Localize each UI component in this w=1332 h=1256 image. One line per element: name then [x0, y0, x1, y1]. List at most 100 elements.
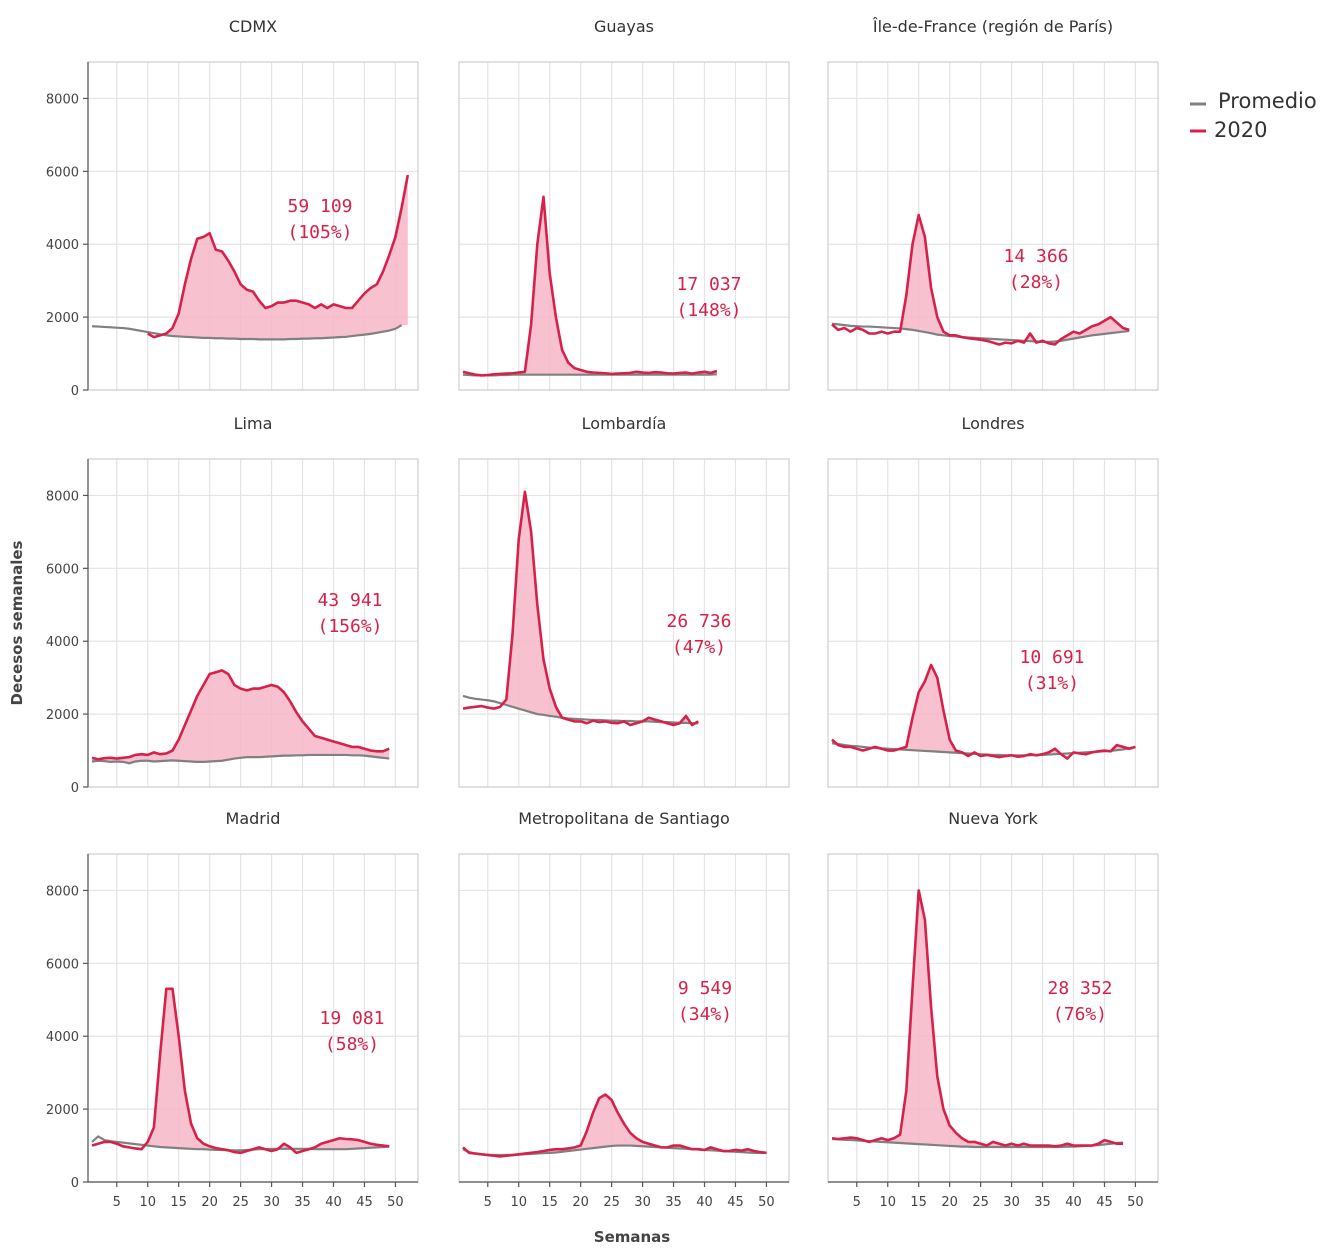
y-tick-label: 4000 [46, 238, 79, 253]
x-tick-label: 10 [510, 1195, 527, 1210]
panel-title: Madrid [226, 809, 281, 828]
x-tick-label: 15 [170, 1195, 187, 1210]
x-tick-label: 45 [727, 1195, 744, 1210]
excess-annotation: (76%) [1053, 1004, 1107, 1025]
x-tick-label: 10 [879, 1195, 896, 1210]
panel-6: 0 2000 4000 6000 8000 5 10 15 20 25 30 35 40 45 50 Madr… [46, 809, 419, 1210]
x-tick-label: 45 [356, 1195, 373, 1210]
x-tick-label: 30 [634, 1195, 651, 1210]
x-tick-label: 35 [1034, 1195, 1051, 1210]
x-tick-label: 40 [696, 1195, 713, 1210]
series-2020-line [831, 213, 1130, 346]
excess-annotation: 28 352 [1047, 978, 1112, 999]
y-tick-label: 6000 [46, 562, 79, 577]
series-promedio-line [91, 1135, 390, 1152]
x-tick-label: 40 [1065, 1195, 1082, 1210]
x-tick-label: 10 [139, 1195, 156, 1210]
x-tick-label: 30 [263, 1195, 280, 1210]
excess-annotation: 14 366 [1003, 246, 1068, 267]
x-tick-label: 20 [201, 1195, 218, 1210]
panel-title: Lima [234, 414, 273, 433]
x-tick-label: 30 [1003, 1195, 1020, 1210]
legend-label-promedio: Promedio [1218, 89, 1317, 113]
y-tick-label: 8000 [46, 92, 79, 107]
excess-area [92, 988, 390, 1151]
y-tick-label: 0 [71, 781, 79, 796]
y-tick-label: 8000 [46, 884, 79, 899]
panel-8: 5 10 15 20 25 30 35 40 45 50 Nueva York 28 352 (76%) [827, 809, 1159, 1210]
excess-area [463, 491, 699, 724]
excess-area [463, 1094, 767, 1156]
excess-annotation: (148%) [676, 300, 741, 321]
x-tick-label: 35 [294, 1195, 311, 1210]
series-2020-line [91, 987, 390, 1155]
excess-annotation: 10 691 [1019, 647, 1084, 668]
x-tick-label: 25 [232, 1195, 249, 1210]
excess-area [832, 215, 1130, 342]
x-tick-label: 20 [572, 1195, 589, 1210]
series-2020-line [462, 1093, 767, 1158]
excess-annotation: 43 941 [317, 590, 382, 611]
y-tick-label: 6000 [46, 165, 79, 180]
x-tick-label: 50 [387, 1195, 404, 1210]
panel-5: Londres 10 691 (31%) [827, 414, 1159, 788]
excess-annotation: 9 549 [678, 978, 732, 999]
excess-annotation: (31%) [1025, 673, 1079, 694]
y-tick-label: 8000 [46, 489, 79, 504]
excess-annotation: 19 081 [319, 1008, 384, 1029]
panel-title: Londres [961, 414, 1024, 433]
y-tick-label: 4000 [46, 635, 79, 650]
panel-title: Metropolitana de Santiago [518, 809, 730, 828]
panel-7: 5 10 15 20 25 30 35 40 45 50 Metropolitana de Sant… [458, 809, 790, 1210]
x-tick-label: 40 [325, 1195, 342, 1210]
x-tick-label: 35 [665, 1195, 682, 1210]
series-promedio-line [91, 324, 403, 341]
series-promedio-line [831, 322, 1130, 343]
series-2020-line [462, 195, 718, 377]
panel-frame [827, 458, 1159, 788]
excess-annotation: 26 736 [666, 611, 731, 632]
excess-annotation: 17 037 [676, 274, 741, 295]
legend-label-2020: 2020 [1214, 118, 1267, 142]
panel-frame [827, 853, 1159, 1183]
y-tick-label: 0 [71, 384, 79, 399]
x-tick-label: 50 [1127, 1195, 1144, 1210]
panel-frame [458, 61, 790, 391]
excess-annotation: (156%) [317, 616, 382, 637]
panel-frame [827, 61, 1159, 391]
panel-3: 0 2000 4000 6000 8000 Lima 43 941 (156%) [46, 414, 419, 796]
excess-annotation: (34%) [678, 1004, 732, 1025]
y-tick-label: 2000 [46, 1103, 79, 1118]
excess-annotation: (58%) [325, 1034, 379, 1055]
panel-title: Nueva York [948, 809, 1038, 828]
series-2020-line [831, 889, 1124, 1148]
series-2020-line [147, 174, 410, 339]
excess-annotation: (47%) [672, 637, 726, 658]
y-tick-label: 4000 [46, 1030, 79, 1045]
excess-area [832, 664, 1136, 756]
x-tick-label: 5 [853, 1195, 861, 1210]
x-tick-label: 20 [941, 1195, 958, 1210]
series-2020-line [462, 490, 699, 727]
panel-title: CDMX [229, 17, 277, 36]
excess-area [147, 174, 408, 340]
y-tick-label: 0 [71, 1176, 79, 1191]
panel-0: 0 2000 4000 6000 8000 CDMX 59 109 (105%) [46, 17, 419, 399]
series-2020-line [91, 669, 390, 761]
x-axis-title: Semanas [594, 1228, 671, 1246]
x-tick-label: 15 [910, 1195, 927, 1210]
x-tick-label: 5 [484, 1195, 492, 1210]
x-tick-label: 5 [113, 1195, 121, 1210]
panel-title: Île-de-France (región de París) [872, 17, 1113, 36]
y-tick-label: 2000 [46, 311, 79, 326]
series-2020-line [831, 663, 1136, 760]
excess-annotation: 59 109 [287, 196, 352, 217]
panel-frame [458, 458, 790, 788]
panel-title: Lombardía [582, 414, 667, 433]
y-tick-label: 2000 [46, 708, 79, 723]
y-axis-title: Decesos semanales [8, 540, 26, 705]
panel-2: Île-de-France (región de París) 14 366 (28… [827, 17, 1159, 391]
x-tick-label: 45 [1096, 1195, 1113, 1210]
